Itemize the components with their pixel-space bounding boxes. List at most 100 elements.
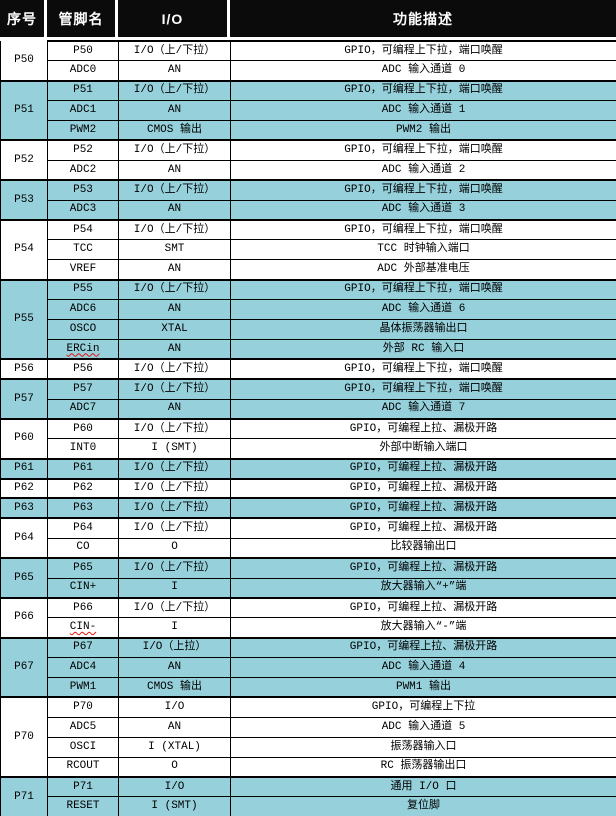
function-desc-cell-text: PWM2 输出 — [395, 123, 451, 136]
pin-name-cell: RESET — [47, 796, 119, 816]
io-type-cell-text: I/O（上/下拉） — [133, 462, 216, 475]
function-desc-cell-text: 比较器输出口 — [390, 541, 457, 554]
pin-name-cell-text: P61 — [73, 462, 93, 475]
pin-name-cell-text: ADC3 — [69, 203, 97, 216]
io-type-cell-text: I/O（上/下拉） — [133, 283, 216, 296]
io-type-cell: I/O（上/下拉） — [118, 417, 231, 440]
pin-name-cell: CIN- — [47, 617, 119, 639]
function-desc-cell: GPIO，可编程上下拉，端口唤醒 — [230, 278, 616, 301]
pin-name-cell-text: RESET — [66, 800, 100, 813]
io-type-cell: AN — [118, 299, 231, 320]
io-type-cell-text: I/O（上/下拉） — [133, 84, 216, 97]
pin-name-cell: ADC6 — [47, 299, 119, 320]
function-desc-cell: ADC 输入通道 6 — [230, 299, 616, 320]
function-desc-cell: GPIO，可编程上下拉，端口唤醒 — [230, 378, 616, 400]
function-desc-cell: RC 振荡器输出口 — [230, 756, 616, 778]
pin-row-p51-2: PWM2 CMOS 输出 PWM2 输出 — [1, 120, 616, 141]
io-type-cell: CMOS 输出 — [118, 120, 231, 141]
pin-name-cell-text: P64 — [73, 522, 93, 535]
pin-name-cell-text: ADC2 — [69, 163, 97, 176]
pin-name-cell-text: P67 — [73, 641, 93, 654]
function-desc-cell: 外部 RC 输入口 — [230, 338, 616, 360]
function-desc-cell-text: ADC 输入通道 1 — [381, 104, 466, 117]
io-type-cell-text: AN — [167, 203, 182, 216]
io-type-cell-text: AN — [167, 163, 182, 176]
pin-group-cell: P62 — [0, 477, 48, 499]
io-type-cell-text: I/O（上/下拉） — [133, 422, 216, 435]
io-type-cell: AN — [118, 199, 231, 221]
pin-name-cell-text: ADC1 — [69, 104, 97, 117]
pin-name-cell: P70 — [47, 696, 119, 718]
pin-name-cell-text: P52 — [73, 144, 93, 157]
io-type-cell-text: O — [171, 760, 178, 773]
pin-row-p60-1: INT0 I (SMT) 外部中断输入端口 — [1, 438, 616, 460]
io-type-cell-text: I/O（上/下拉） — [133, 382, 216, 395]
io-type-cell-text: I/O（上/下拉） — [133, 183, 216, 196]
function-desc-cell: GPIO，可编程上下拉，端口唤醒 — [230, 40, 616, 62]
function-desc-cell-text: GPIO，可编程上下拉，端口唤醒 — [344, 44, 503, 57]
pin-name-cell: VREF — [47, 259, 119, 281]
pin-name-cell: ADC0 — [47, 60, 119, 82]
function-desc-cell: GPIO，可编程上拉、漏极开路 — [230, 417, 616, 440]
pin-group-cell: P63 — [0, 497, 48, 519]
pin-name-cell: ADC4 — [47, 657, 119, 678]
pin-name-cell: P64 — [47, 517, 119, 539]
io-type-cell-text: I/O（上/下拉） — [133, 144, 216, 157]
pin-name-cell: ADC1 — [47, 100, 119, 122]
function-desc-cell: ADC 输入通道 3 — [230, 199, 616, 221]
function-desc-cell-text: GPIO，可编程上下拉，端口唤醒 — [344, 84, 503, 97]
io-type-cell: AN — [118, 259, 231, 281]
pin-name-cell-text: P70 — [73, 701, 93, 714]
io-type-cell: AN — [118, 657, 231, 678]
io-type-cell-text: AN — [167, 262, 182, 275]
pin-row-p67-2: PWM1 CMOS 输出 PWM1 输出 — [1, 677, 616, 698]
pin-name-cell: P63 — [47, 497, 119, 519]
io-type-cell-text: I/O — [164, 780, 185, 793]
pin-group-cell: P57 — [0, 378, 48, 420]
pin-name-cell: P53 — [47, 179, 119, 201]
function-desc-cell-text: PWM1 输出 — [395, 680, 451, 693]
pin-row-p66-0: P66 P66 I/O（上/下拉） GPIO，可编程上拉、漏极开路 — [0, 596, 616, 639]
function-desc-cell: ADC 输入通道 2 — [230, 159, 616, 181]
io-type-cell: I — [118, 617, 231, 639]
io-type-cell: I (XTAL) — [118, 736, 231, 758]
io-type-cell: AN — [118, 338, 231, 360]
function-desc-cell-text: GPIO，可编程上拉、漏极开路 — [349, 561, 498, 574]
io-type-cell-text: AN — [167, 104, 182, 117]
function-desc-cell: 放大器输入“+”端 — [230, 577, 616, 599]
function-desc-cell-text: 复位脚 — [407, 800, 440, 813]
function-desc-cell-text: 振荡器输入口 — [390, 740, 457, 753]
io-type-cell: I/O — [118, 696, 231, 718]
pin-name-cell: P51 — [47, 79, 119, 102]
io-type-cell: I/O（上/下拉） — [118, 278, 231, 301]
io-type-cell-text: I/O（上/下拉） — [133, 561, 216, 574]
function-desc-cell: GPIO，可编程上下拉，端口唤醒 — [230, 358, 616, 380]
pin-row-p63-0: P63 P63 I/O（上/下拉） GPIO，可编程上拉、漏极开路 — [0, 497, 616, 519]
function-desc-cell: GPIO，可编程上拉、漏极开路 — [230, 517, 616, 539]
function-desc-cell: TCC 时钟输入端口 — [230, 239, 616, 261]
pin-group-cell: P67 — [0, 636, 48, 698]
table-header-row: 序号 管脚名 I/O 功能描述 — [0, 0, 616, 40]
function-desc-cell-text: ADC 输入通道 3 — [381, 203, 466, 216]
pin-name-cell-text: OSCI — [69, 740, 97, 753]
pin-name-cell-text: ADC4 — [69, 661, 97, 674]
pin-row-p55-0: P55 P55 I/O（上/下拉） GPIO，可编程上下拉，端口唤醒 — [0, 278, 616, 360]
pin-name-cell: CIN+ — [47, 577, 119, 599]
pin-row-p71-1: RESET I (SMT) 复位脚 — [1, 796, 616, 816]
pin-group-cell: P52 — [0, 139, 48, 181]
pin-group-cell: P51 — [0, 79, 48, 141]
function-desc-cell: GPIO，可编程上拉、漏极开路 — [230, 557, 616, 579]
function-desc-cell: GPIO，可编程上拉、漏极开路 — [230, 457, 616, 480]
pin-name-cell: ADC2 — [47, 159, 119, 181]
io-type-cell-text: I/O（上/下拉） — [133, 482, 216, 495]
column-header-io: I/O — [118, 0, 230, 37]
pin-group-cell: P70 — [0, 696, 48, 778]
pin-name-cell: RCOUT — [47, 756, 119, 778]
function-desc-cell: ADC 输入通道 0 — [230, 60, 616, 82]
io-type-cell-text: CMOS 输出 — [146, 123, 202, 136]
function-desc-cell-text: ADC 输入通道 0 — [381, 64, 466, 77]
pin-name-cell-text: ADC7 — [69, 402, 97, 415]
pin-name-cell: P65 — [47, 557, 119, 579]
function-desc-cell: ADC 输入通道 5 — [230, 716, 616, 738]
